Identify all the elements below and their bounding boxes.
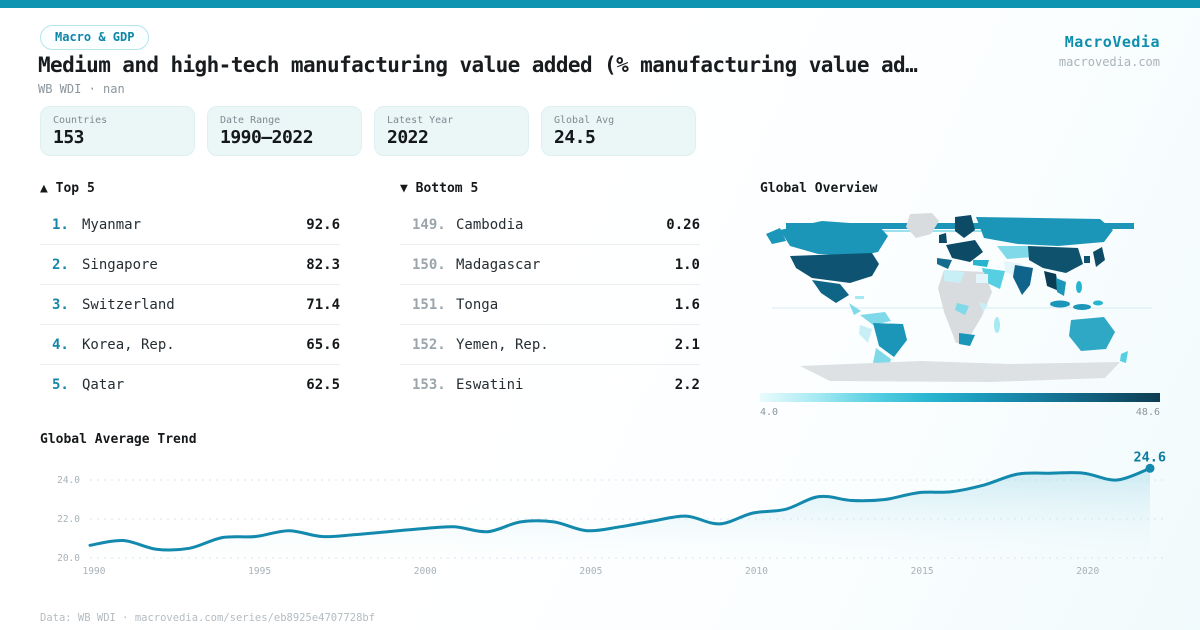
table-row: 4. Korea, Rep. 65.6 [40,325,340,365]
country-value: 2.2 [674,377,700,393]
map-title: Global Overview [760,181,878,196]
stat-label: Date Range [220,115,281,126]
bottom5-header: ▼ Bottom 5 [400,181,700,205]
stat-card-date-range: Date Range 1990–2022 [207,106,362,156]
rank-number: 150. [412,256,446,273]
south-america [859,312,907,380]
category-badge: Macro & GDP [40,25,150,50]
country-name: Tonga [456,296,499,313]
world-map [766,213,1152,382]
rank-number: 4. [52,336,69,353]
country-name: Madagascar [456,256,541,273]
table-row: 3. Switzerland 71.4 [40,285,340,325]
country-value: 62.5 [306,377,340,393]
rank-number: 1. [52,216,69,233]
stat-label: Countries [53,115,108,126]
table-row: 5. Qatar 62.5 [40,365,340,405]
arrow-up-icon: ▲ [40,181,48,196]
trend-line-chart: 20.0 22.0 24.0 1990 1995 2000 2005 2010 2015 2020… [57,449,1166,577]
top5-header-label: Top 5 [55,181,95,196]
country-name: Korea, Rep. [82,336,175,353]
rank-number: 149. [412,216,446,233]
asia [973,217,1113,310]
brand-domain: macrovedia.com [1058,55,1160,69]
y-axis-tick-label: 22.0 [57,514,80,525]
x-axis-tick-label: 2005 [579,566,602,577]
arrow-down-icon: ▼ [400,181,408,196]
trend-end-dot [1145,463,1155,473]
country-name: Yemen, Rep. [456,336,549,353]
x-axis-tick-label: 2020 [1076,566,1099,577]
page-subtitle: WB WDI · nan [38,82,125,96]
page-title: Medium and high-tech manufacturing value… [38,53,918,77]
country-value: 2.1 [674,336,700,353]
country-value: 71.4 [306,296,340,313]
stat-value: 2022 [387,127,429,148]
table-row: 151. Tonga 1.6 [400,285,700,325]
global-overview-section: Global Overview [760,181,1160,418]
x-axis-tick-label: 1995 [248,566,271,577]
trend-chart-title: Global Average Trend [40,432,197,447]
stat-label: Global Avg [554,115,615,126]
top5-list: ▲ Top 5 1. Myanmar 92.6 2. Singapore 82.… [40,181,340,405]
x-axis-tick-label: 2000 [414,566,437,577]
map-colorbar-labels: 4.0 48.6 [760,407,1160,418]
bottom5-list: ▼ Bottom 5 149. Cambodia 0.26 150. Madag… [400,181,700,405]
table-row: 1. Myanmar 92.6 [40,205,340,245]
stat-card-countries: Countries 153 [40,106,195,156]
top5-header: ▲ Top 5 [40,181,340,205]
country-value: 1.6 [674,296,700,313]
y-axis-tick-label: 20.0 [57,553,80,564]
x-axis-tick-label: 1990 [83,566,106,577]
country-name: Cambodia [456,216,524,233]
country-value: 82.3 [306,256,340,273]
table-row: 153. Eswatini 2.2 [400,365,700,405]
rank-number: 153. [412,377,446,393]
scale-min-label: 4.0 [760,407,779,418]
table-row: 149. Cambodia 0.26 [400,205,700,245]
map-colorbar [760,393,1160,402]
x-axis-tick-label: 2010 [745,566,768,577]
table-row: 152. Yemen, Rep. 2.1 [400,325,700,365]
y-axis-tick-label: 24.0 [57,475,80,486]
rank-number: 151. [412,296,446,313]
table-row: 150. Madagascar 1.0 [400,245,700,285]
trend-line [88,466,1152,552]
country-name: Singapore [82,256,158,273]
stat-label: Latest Year [387,115,454,126]
north-america [766,213,939,315]
stat-card-latest-year: Latest Year 2022 [374,106,529,156]
country-name: Switzerland [82,296,175,313]
rank-number: 5. [52,377,69,393]
brand-name: MacroVedia [1064,33,1160,51]
country-name: Eswatini [456,377,524,393]
antarctica [800,361,1120,382]
stat-value: 24.5 [554,127,596,148]
trend-end-value-label: 24.6 [1133,449,1166,465]
bottom5-header-label: Bottom 5 [415,181,479,196]
x-axis-tick-label: 2015 [911,566,934,577]
stat-value: 153 [53,127,85,148]
trend-area-fill [90,468,1150,560]
country-value: 92.6 [306,216,340,233]
country-name: Qatar [82,377,125,393]
scale-max-label: 48.6 [1135,407,1160,418]
rank-number: 3. [52,296,69,313]
africa [938,270,1000,346]
stat-value: 1990–2022 [220,127,314,148]
stat-card-global-avg: Global Avg 24.5 [541,106,696,156]
rank-number: 2. [52,256,69,273]
country-value: 1.0 [674,256,700,273]
footer-source-text: Data: WB WDI · macrovedia.com/series/eb8… [40,612,376,624]
country-value: 0.26 [666,216,700,233]
oceania [1069,317,1128,363]
europe [937,215,983,269]
top-accent-bar [0,0,1200,8]
country-value: 65.6 [306,336,340,353]
stat-cards: Countries 153 Date Range 1990–2022 Lates… [40,106,696,156]
table-row: 2. Singapore 82.3 [40,245,340,285]
brand-block: MacroVedia macrovedia.com [1059,33,1160,69]
country-name: Myanmar [82,216,142,233]
rank-number: 152. [412,336,446,353]
